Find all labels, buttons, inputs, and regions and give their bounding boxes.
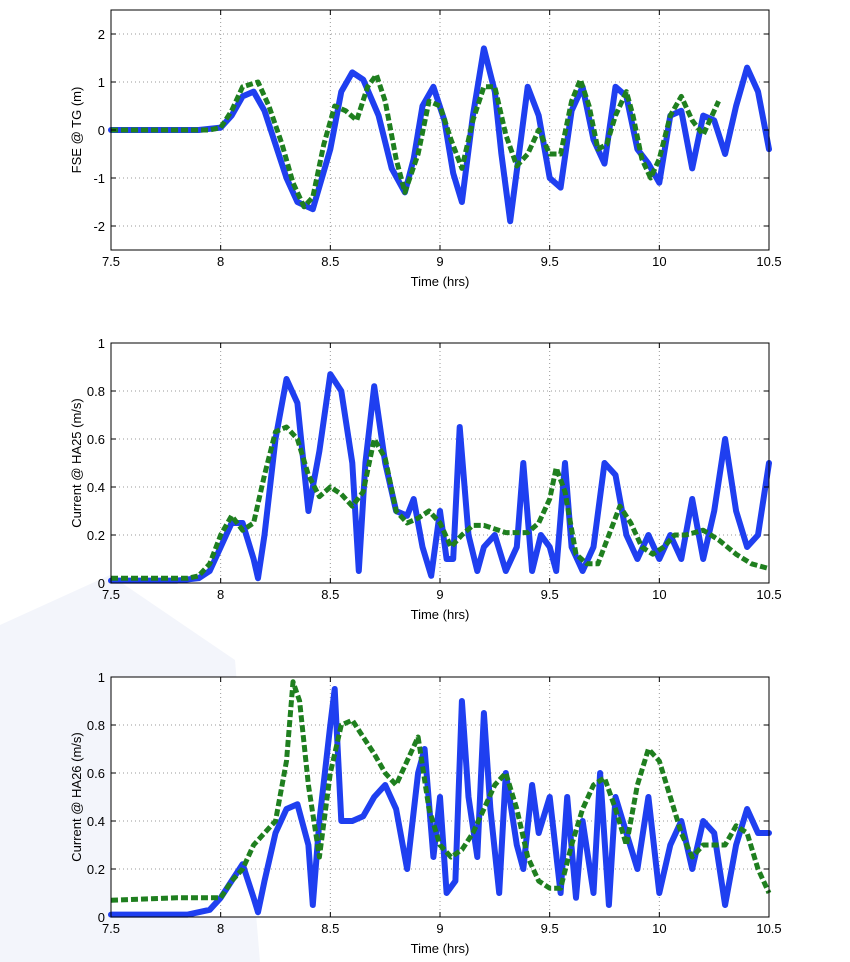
y-tick-label: -1 xyxy=(93,171,105,186)
y-tick-label: -2 xyxy=(93,219,105,234)
x-tick-label: 10 xyxy=(652,921,666,936)
x-tick-label: 7.5 xyxy=(102,921,120,936)
x-tick-label: 8 xyxy=(217,587,224,602)
y-tick-label: 0 xyxy=(98,910,105,925)
series-line-dashed xyxy=(111,72,721,210)
x-tick-label: 9.5 xyxy=(541,921,559,936)
x-tick-label: 9 xyxy=(436,254,443,269)
chart-panel-3: 7.5 8 8.5 9 9.5 10 10.5 0 0.2 0.4 0.6 0.8 1 Time (hrs… xyxy=(69,670,782,956)
x-tick-label: 9 xyxy=(436,587,443,602)
x-axis-label: Time (hrs) xyxy=(411,941,470,956)
y-tick-label: 2 xyxy=(98,27,105,42)
x-tick-label: 10.5 xyxy=(756,254,781,269)
series-line-dashed xyxy=(110,679,772,903)
x-tick-label: 9 xyxy=(436,921,443,936)
chart-panel-1: 7.5 8 8.5 9 9.5 10 10.5 -2 -1 0 1 2 Time (hrs) FSE @ … xyxy=(69,9,782,289)
y-tick-label: 1 xyxy=(98,670,105,685)
y-axis-label: Current @ HA26 (m/s) xyxy=(69,732,84,862)
x-tick-label: 10.5 xyxy=(756,921,781,936)
y-tick-label: 0.4 xyxy=(87,814,105,829)
y-tick-label: 1 xyxy=(98,75,105,90)
x-axis-label: Time (hrs) xyxy=(411,274,470,289)
y-tick-label: 0 xyxy=(98,123,105,138)
x-tick-label: 10.5 xyxy=(756,587,781,602)
y-tick-label: 0.2 xyxy=(87,862,105,877)
x-tick-label: 10 xyxy=(652,254,666,269)
y-tick-label: 0.6 xyxy=(87,432,105,447)
y-tick-label: 1 xyxy=(98,336,105,351)
y-tick-label: 0.2 xyxy=(87,528,105,543)
y-tick-label: 0.4 xyxy=(87,480,105,495)
x-tick-label: 7.5 xyxy=(102,587,120,602)
x-tick-label: 8.5 xyxy=(321,254,339,269)
y-tick-label: 0.8 xyxy=(87,718,105,733)
x-tick-label: 7.5 xyxy=(102,254,120,269)
x-tick-label: 8 xyxy=(217,254,224,269)
y-axis-label: Current @ HA25 (m/s) xyxy=(69,398,84,528)
y-axis-label: FSE @ TG (m) xyxy=(69,87,84,174)
x-tick-label: 9.5 xyxy=(541,254,559,269)
x-tick-label: 8 xyxy=(217,921,224,936)
y-tick-label: 0.6 xyxy=(87,766,105,781)
chart-panel-2: 7.5 8 8.5 9 9.5 10 10.5 0 0.2 0.4 0.6 0.8 1 Time (hrs… xyxy=(69,336,782,622)
x-tick-label: 10 xyxy=(652,587,666,602)
y-tick-label: 0.8 xyxy=(87,384,105,399)
x-tick-label: 8.5 xyxy=(321,587,339,602)
series-line-dashed xyxy=(111,424,770,581)
y-tick-label: 0 xyxy=(98,576,105,591)
x-axis-label: Time (hrs) xyxy=(411,607,470,622)
x-tick-label: 8.5 xyxy=(321,921,339,936)
x-tick-label: 9.5 xyxy=(541,587,559,602)
